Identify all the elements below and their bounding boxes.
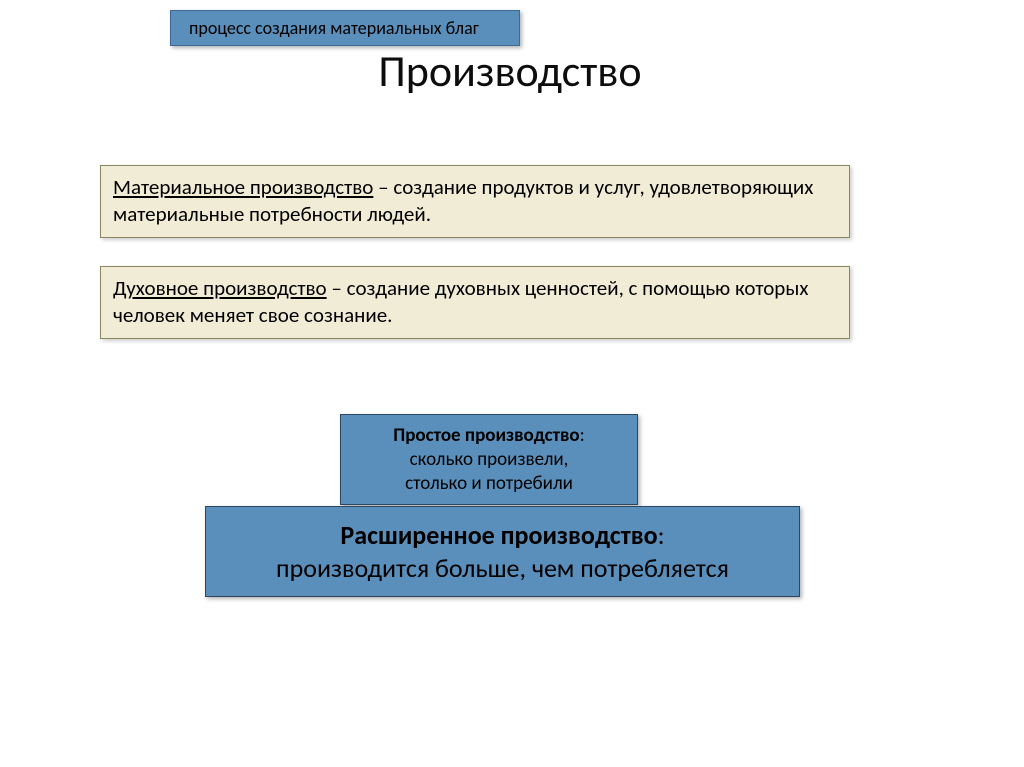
definition-spiritual: Духовное производство – создание духовны… [100,266,850,339]
subtitle-text: процесс создания материальных благ [189,17,479,39]
extended-production-box: Расширенное производство: производится б… [205,506,800,597]
simple-production-box: Простое производство: сколько произвели,… [340,414,638,505]
extended-line: производится больше, чем потребляется [226,552,779,585]
page-title: Производство [260,44,760,98]
extended-title: Расширенное производство: [226,519,779,552]
definition-term: Духовное производство [113,275,327,301]
title-text: Производство [378,44,641,98]
subtitle-box: процесс создания материальных благ [170,10,520,46]
simple-line-1: сколько произвели, [361,448,617,472]
simple-line-2: столько и потребили [361,472,617,496]
simple-title: Простое производство: [361,424,617,448]
definition-term: Материальное производство [113,174,373,200]
definition-material: Материальное производство – создание про… [100,165,850,238]
